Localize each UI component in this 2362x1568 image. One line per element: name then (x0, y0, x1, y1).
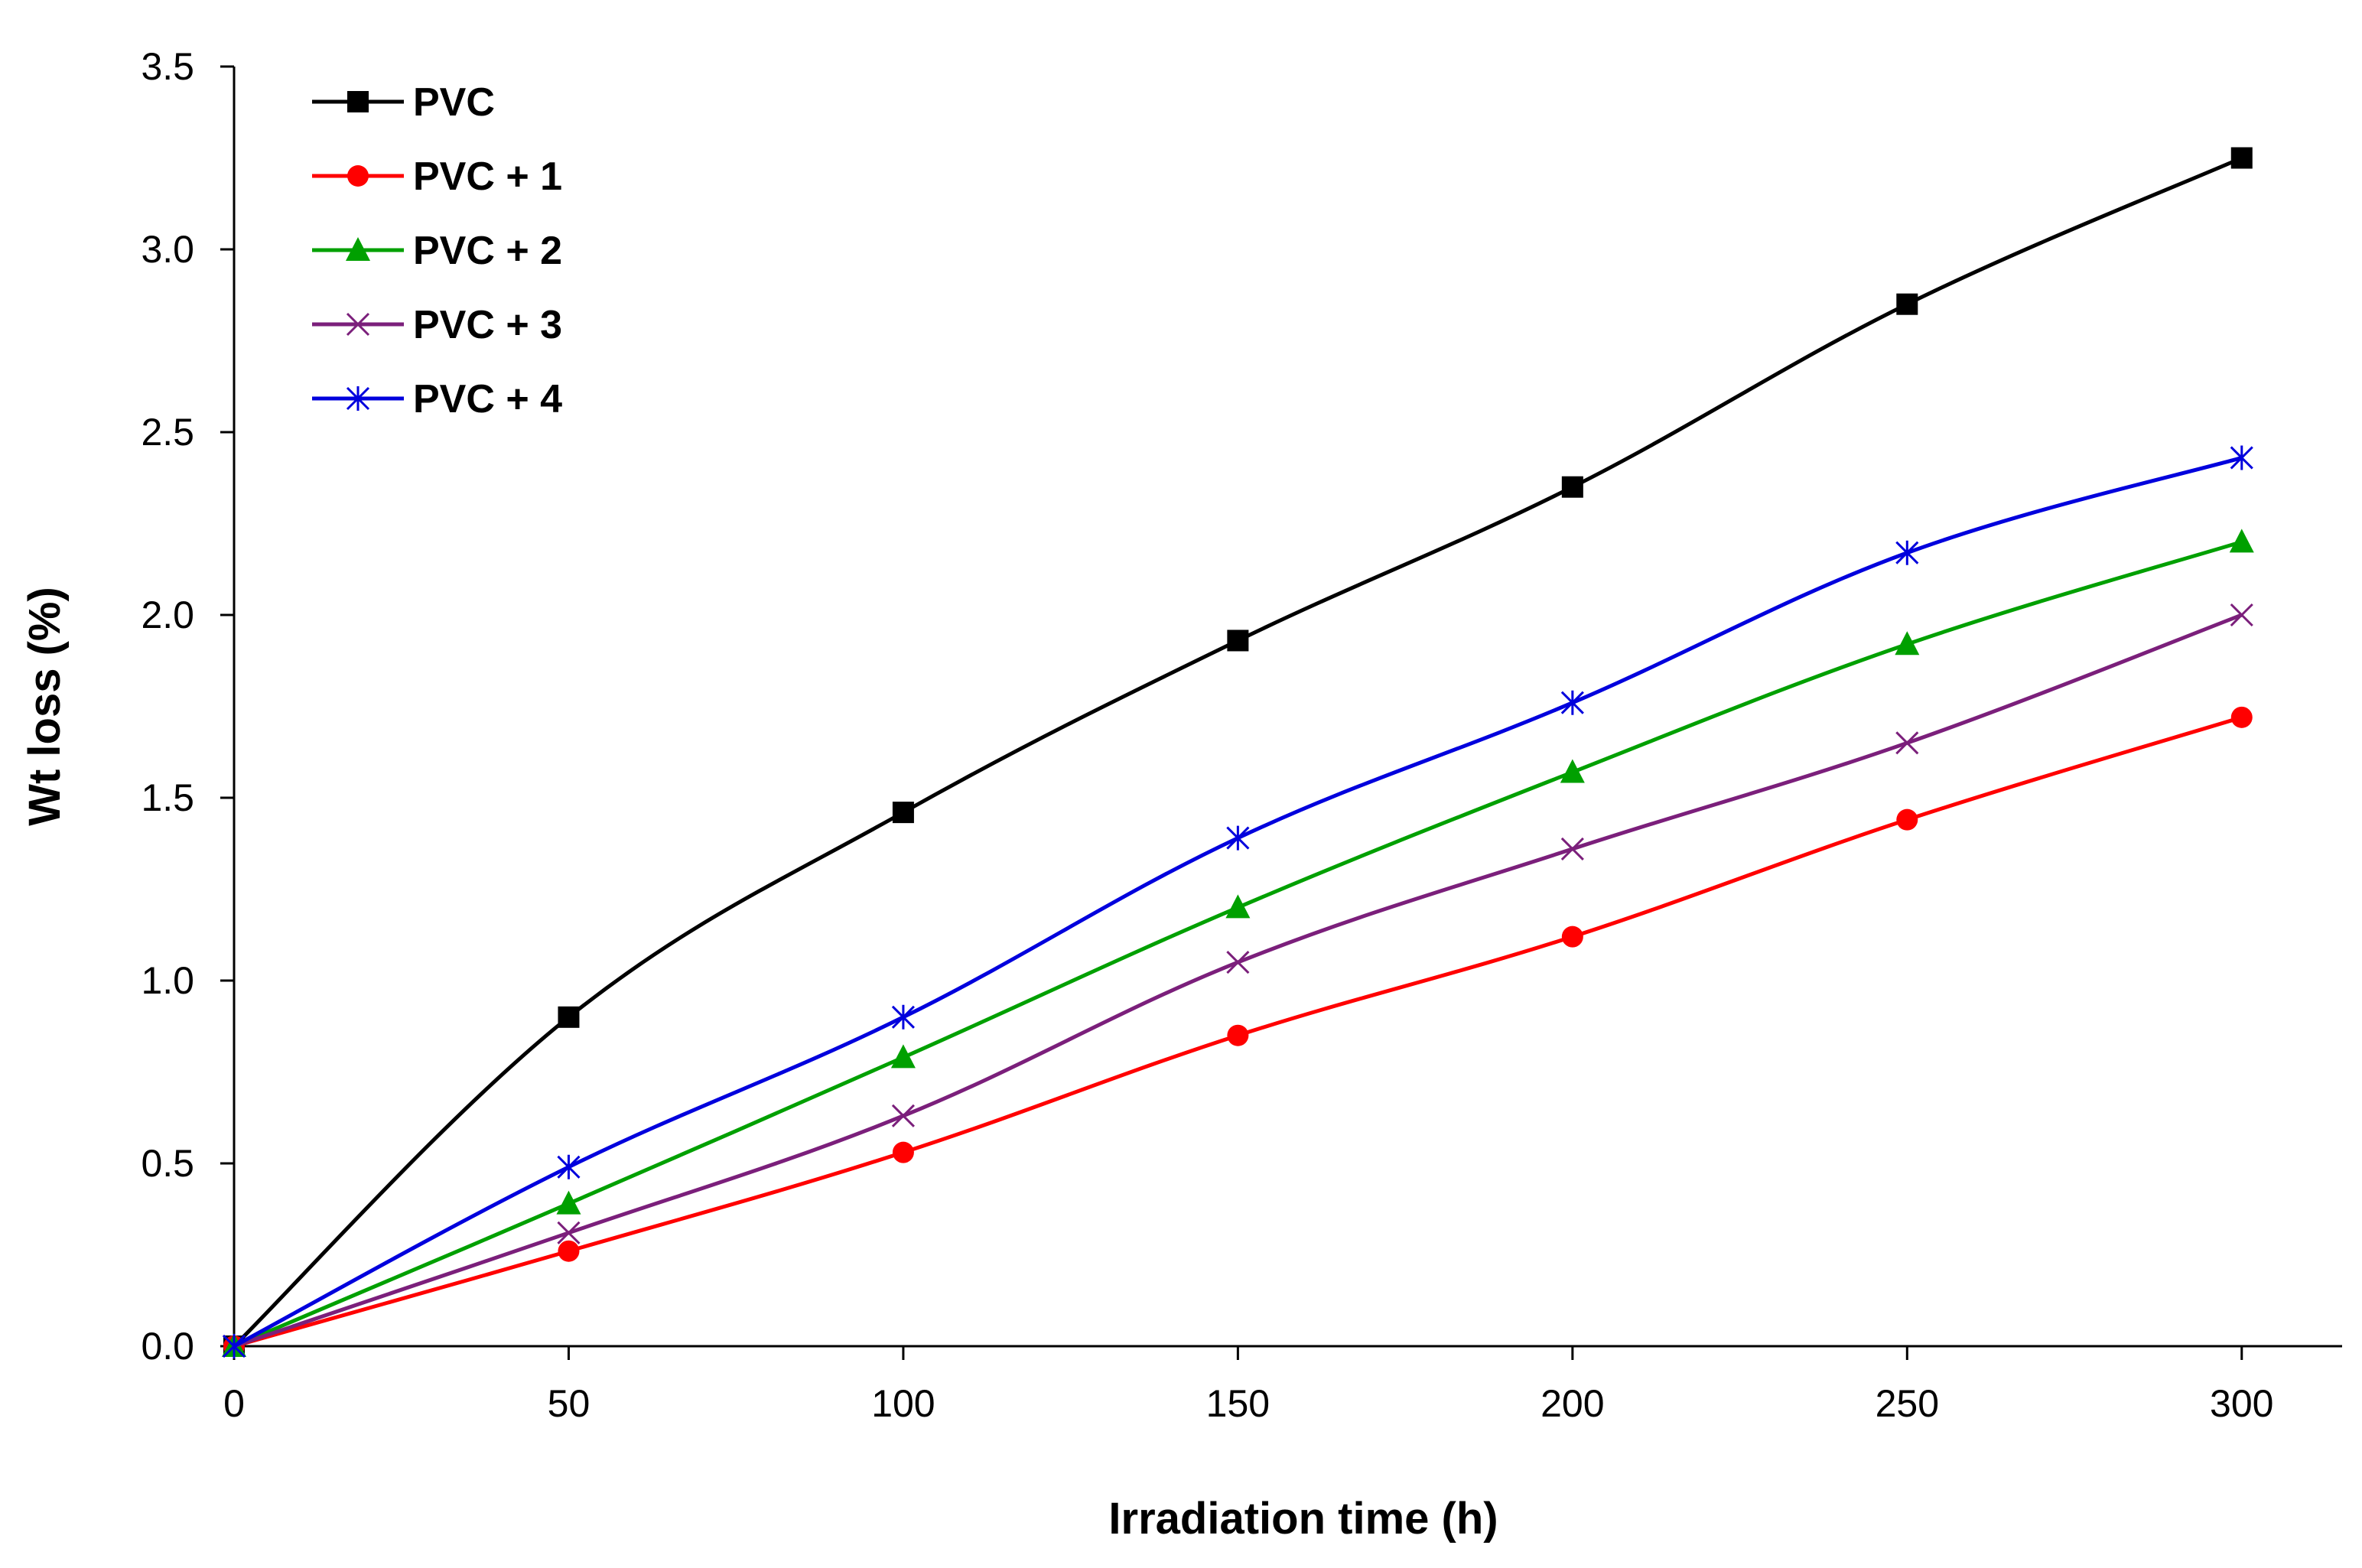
series-pvc-2-point (1560, 759, 1585, 783)
series-pvc-3-point (2230, 603, 2253, 627)
series-pvc-1-point (1896, 808, 1918, 831)
series-pvc-1 (223, 706, 2253, 1357)
y-tick-label: 0.5 (141, 1142, 194, 1185)
x-tick-label: 100 (871, 1382, 935, 1425)
series-pvc-4-point (1226, 825, 1250, 851)
series-pvc-2-point (556, 1190, 581, 1215)
y-tick-label: 3.5 (141, 45, 194, 88)
series-pvc-4-point (1895, 540, 1919, 565)
y-tick-label: 0.0 (141, 1325, 194, 1368)
series-pvc-4-point (222, 1334, 246, 1358)
series-pvc-1-point (1561, 926, 1583, 948)
y-tick-label: 1.5 (141, 776, 194, 819)
series-pvc-3-point (557, 1221, 581, 1244)
y-tick-label: 2.5 (141, 411, 194, 454)
series-pvc-2-line (233, 540, 2243, 1348)
series-pvc-3-point (1560, 837, 1584, 860)
series-pvc-2-point (2229, 529, 2254, 553)
legend-item: PVC + 1 (312, 155, 562, 199)
series-pvc-point (1896, 293, 1918, 315)
series-pvc-3-point (1895, 731, 1919, 755)
legend-label: PVC + 2 (413, 229, 562, 273)
series-layer (222, 147, 2254, 1358)
axes: 0.0 0.5 1.0 1.5 2.0 2.5 3.0 3.5 0 50 100 150 200 250 3… (141, 45, 2342, 1425)
legend-item: PVC + 2 (312, 229, 562, 273)
series-pvc-2-point (1895, 631, 1920, 656)
series-pvc-2-point (890, 1044, 916, 1069)
series-pvc-point (1227, 629, 1249, 652)
legend-label: PVC + 1 (413, 155, 562, 199)
series-pvc-4 (222, 445, 2253, 1358)
series-pvc-1-point (892, 1141, 914, 1163)
y-tick-label: 1.0 (141, 959, 194, 1002)
legend-item: PVC + 4 (312, 377, 562, 421)
y-tick-label: 2.0 (141, 594, 194, 636)
legend-label: PVC (413, 80, 495, 125)
legend-marker (347, 165, 369, 187)
series-pvc-3 (222, 603, 2253, 1358)
series-pvc-4-point (2230, 445, 2253, 470)
series-pvc-3-line (233, 613, 2243, 1348)
legend-marker (347, 91, 369, 112)
x-tick-label: 50 (548, 1382, 590, 1425)
x-axis-title: Irradiation time (h) (1108, 1494, 1498, 1544)
series-pvc-point (2230, 147, 2253, 169)
series-pvc-point (892, 802, 914, 824)
y-tick-label: 3.0 (141, 228, 194, 271)
x-tick-label: 150 (1206, 1382, 1270, 1425)
legend-marker (346, 237, 370, 261)
legend-label: PVC + 4 (413, 377, 562, 421)
x-tick-label: 300 (2210, 1382, 2273, 1425)
legend-marker (346, 386, 370, 411)
series-pvc-point (558, 1006, 580, 1028)
x-tick-label: 200 (1541, 1382, 1604, 1425)
series-pvc-2-point (1225, 894, 1251, 919)
series-pvc-4-point (891, 1004, 915, 1030)
x-tick-label: 250 (1876, 1382, 1939, 1425)
y-axis-title: Wt loss (%) (20, 587, 70, 826)
legend-item: PVC + 3 (312, 303, 562, 347)
series-pvc-2 (222, 529, 2254, 1357)
x-tick-label: 0 (223, 1382, 245, 1425)
series-pvc-point (1561, 476, 1583, 498)
legend-item: PVC (312, 80, 495, 125)
legend-marker (346, 312, 370, 337)
legend: PVC PVC + 1 PVC + 2 PVC + 3 PVC + 4 (312, 80, 562, 421)
series-pvc-4-point (557, 1154, 581, 1179)
legend-label: PVC + 3 (413, 303, 562, 347)
series-pvc-3-point (1226, 951, 1250, 974)
series-pvc-1-point (2230, 706, 2253, 728)
series-pvc-1-point (1227, 1024, 1249, 1046)
series-pvc-3-point (891, 1104, 915, 1127)
series-pvc-1-point (558, 1240, 580, 1262)
series-pvc-4-point (1560, 690, 1584, 715)
series-pvc (223, 147, 2253, 1357)
